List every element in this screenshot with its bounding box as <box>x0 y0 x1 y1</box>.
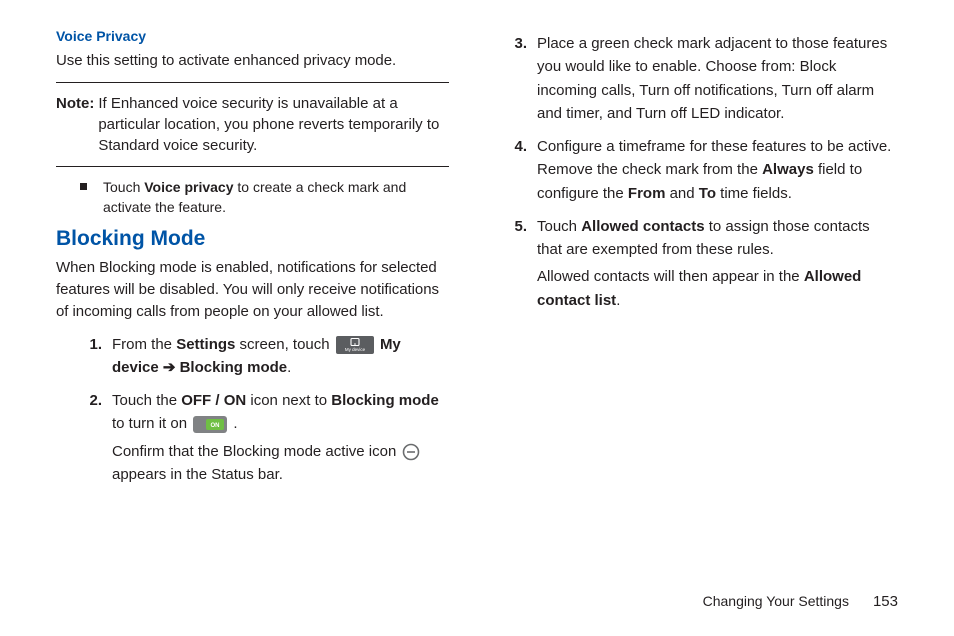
text: appears in the Status bar. <box>112 466 283 483</box>
bold-text: From <box>628 185 666 202</box>
text: . <box>616 292 620 309</box>
text: Touch the <box>112 392 181 409</box>
square-bullet-icon <box>80 183 87 190</box>
bold-text: Blocking mode <box>331 392 439 409</box>
ordered-list-item: 4. Configure a timeframe for these featu… <box>505 135 898 209</box>
bold-text: Allowed contacts <box>581 218 704 235</box>
page-footer: Changing Your Settings 153 <box>703 593 898 610</box>
footer-section-title: Changing Your Settings <box>703 593 849 609</box>
page-root: Voice Privacy Use this setting to activa… <box>0 0 954 636</box>
bold-text: Settings <box>176 336 235 353</box>
text: and <box>665 185 698 202</box>
text: time fields. <box>716 185 792 202</box>
blocking-mode-paragraph: When Blocking mode is enabled, notificat… <box>56 257 449 322</box>
voice-privacy-heading: Voice Privacy <box>56 28 449 44</box>
text: to turn it on <box>112 415 191 432</box>
list-body: Place a green check mark adjacent to tho… <box>537 32 898 129</box>
list-body: From the Settings screen, touch My devic… <box>112 333 449 384</box>
ordered-list-item: 3. Place a green check mark adjacent to … <box>505 32 898 129</box>
list-body: Touch the OFF / ON icon next to Blocking… <box>112 389 449 490</box>
text: . <box>287 359 291 376</box>
list-number: 1. <box>80 333 102 356</box>
list-body: Configure a timeframe for these features… <box>537 135 898 209</box>
bullet-body: Touch Voice privacy to create a check ma… <box>103 177 449 218</box>
text: Touch <box>103 179 144 195</box>
bullet-item: Touch Voice privacy to create a check ma… <box>80 177 449 218</box>
my-device-icon: My device <box>336 336 374 354</box>
list-body: Touch Allowed contacts to assign those c… <box>537 215 898 316</box>
left-column: Voice Privacy Use this setting to activa… <box>56 28 449 496</box>
ordered-list-item: 2. Touch the OFF / ON icon next to Block… <box>80 389 449 490</box>
on-toggle-label: ON <box>211 423 220 429</box>
list-number: 5. <box>505 215 527 238</box>
text: From the <box>112 336 176 353</box>
note-block: Note: If Enhanced voice security is unav… <box>56 93 449 156</box>
note-label: Note: <box>56 93 98 156</box>
rule-top <box>56 82 449 83</box>
text: . <box>233 415 237 432</box>
ordered-list-item: 5. Touch Allowed contacts to assign thos… <box>505 215 898 316</box>
text: Place a green check mark adjacent to tho… <box>537 32 898 125</box>
text: screen, touch <box>235 336 333 353</box>
text: Allowed contacts will then appear in the <box>537 268 804 285</box>
bold-text: Voice privacy <box>144 179 233 195</box>
bold-text: Always <box>762 161 814 178</box>
rule-bottom <box>56 166 449 167</box>
list-number: 2. <box>80 389 102 412</box>
voice-privacy-paragraph: Use this setting to activate enhanced pr… <box>56 50 449 72</box>
two-column-layout: Voice Privacy Use this setting to activa… <box>56 28 898 496</box>
ordered-list-item: 1. From the Settings screen, touch My de… <box>80 333 449 384</box>
list-number: 4. <box>505 135 527 158</box>
right-column: 3. Place a green check mark adjacent to … <box>505 28 898 496</box>
list-number: 3. <box>505 32 527 55</box>
text: Confirm that the Blocking mode active ic… <box>112 443 400 460</box>
on-toggle-icon: ON <box>193 416 227 433</box>
my-device-icon-label: My device <box>345 347 366 352</box>
text: icon next to <box>246 392 331 409</box>
bold-text: OFF / ON <box>181 392 246 409</box>
note-body: If Enhanced voice security is unavailabl… <box>98 93 449 156</box>
blocking-mode-status-icon <box>402 443 420 461</box>
text: Touch <box>537 218 581 235</box>
blocking-mode-heading: Blocking Mode <box>56 227 449 251</box>
bold-text: To <box>699 185 716 202</box>
footer-page-number: 153 <box>873 593 898 610</box>
